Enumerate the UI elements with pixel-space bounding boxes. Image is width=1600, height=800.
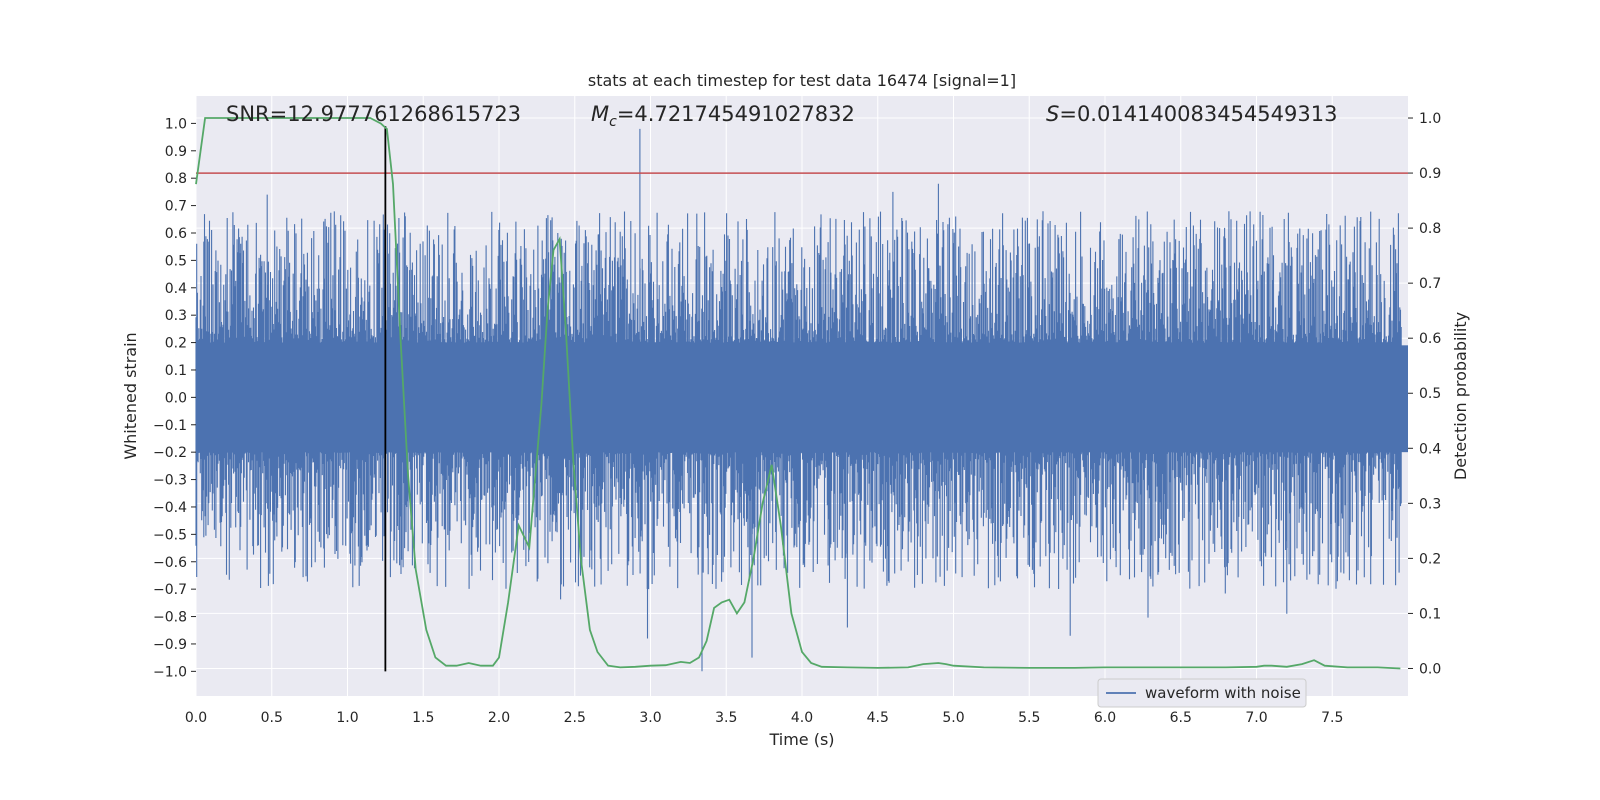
x-tick-label: 3.5: [715, 710, 737, 726]
y-right-tick-label: 1.0: [1419, 111, 1441, 127]
x-axis-label: Time (s): [768, 730, 834, 749]
x-tick-label: 1.0: [336, 710, 358, 726]
legend-box: [1097, 678, 1307, 708]
x-tick-label: 6.5: [1170, 710, 1192, 726]
legend: waveform with noise: [1097, 678, 1307, 708]
y-right-tick-label: 0.5: [1419, 386, 1441, 402]
chirp-mass-value: =4.721745491027832: [617, 102, 855, 126]
y-left-tick-label: −0.3: [153, 473, 187, 489]
detection-probability-line: [195, 117, 1401, 670]
y-left-tick-label: 0.1: [165, 363, 187, 379]
x-tick-label: 3.0: [639, 710, 661, 726]
y-left-tick-label: −0.1: [153, 418, 187, 434]
y-right-tick-label: 0.7: [1419, 276, 1441, 292]
snr-annotation: SNR=12.977761268615723: [226, 102, 521, 126]
x-tick-label: 7.5: [1321, 710, 1343, 726]
y-right-tick-label: 0.4: [1419, 441, 1441, 457]
overlay-layer: [195, 117, 1408, 672]
x-tick-label: 2.5: [564, 710, 586, 726]
x-tick-label: 1.5: [412, 710, 434, 726]
y-right-tick-label: 0.0: [1419, 661, 1441, 677]
y-axis-left-ticks: 1.0 0.9 0.8 0.7 0.6 0.5 0.4 0.3 0.2 0.1 0.0 −0.1 −0.…: [153, 116, 196, 680]
y-left-tick-label: 0.7: [165, 199, 187, 215]
y-left-tick-label: −0.8: [153, 610, 187, 626]
x-tick-label: 4.0: [791, 710, 813, 726]
y-left-tick-label: 0.3: [165, 308, 187, 324]
y-right-tick-label: 0.2: [1419, 551, 1441, 567]
x-tick-label: 2.0: [488, 710, 510, 726]
chart-title: stats at each timestep for test data 164…: [588, 71, 1016, 90]
y-left-tick-label: −1.0: [153, 664, 187, 680]
y-right-tick-label: 0.6: [1419, 331, 1441, 347]
x-tick-label: 6.0: [1094, 710, 1116, 726]
y-left-tick-label: 0.0: [165, 390, 187, 406]
y-left-tick-label: −0.5: [153, 527, 187, 543]
s-value: =0.014140083454549313: [1059, 102, 1337, 126]
y-axis-right-label: Detection probability: [1451, 312, 1470, 480]
x-tick-label: 0.0: [185, 710, 207, 726]
x-tick-label: 7.0: [1245, 710, 1267, 726]
y-right-tick-label: 0.1: [1419, 606, 1441, 622]
legend-label-waveform: waveform with noise: [1145, 684, 1301, 702]
y-axis-left-label: Whitened strain: [121, 332, 140, 459]
x-tick-label: 0.5: [261, 710, 283, 726]
y-right-tick-label: 0.3: [1419, 496, 1441, 512]
y-left-tick-label: 0.8: [165, 171, 187, 187]
x-tick-label: 5.5: [1018, 710, 1040, 726]
y-right-tick-label: 0.8: [1419, 221, 1441, 237]
x-axis-ticks: 0.0 0.5 1.0 1.5 2.0 2.5 3.0 3.5 4.0 4.5 5.0 5.5 6.0 6…: [185, 710, 1344, 726]
y-left-tick-label: −0.7: [153, 582, 187, 598]
chirp-mass-symbol: M: [591, 102, 609, 126]
waveform-line: [195, 128, 1402, 672]
y-left-tick-label: −0.4: [153, 500, 187, 516]
x-tick-label: 5.0: [942, 710, 964, 726]
x-tick-label: 4.5: [867, 710, 889, 726]
y-left-tick-label: −0.6: [153, 555, 187, 571]
y-left-tick-label: 0.9: [165, 144, 187, 160]
y-axis-right-ticks: 1.0 0.9 0.8 0.7 0.6 0.5 0.4 0.3 0.2 0.1 0.0: [1408, 111, 1441, 677]
y-right-tick-label: 0.9: [1419, 166, 1441, 182]
waveform-series: [195, 128, 1408, 672]
y-left-tick-label: −0.9: [153, 637, 187, 653]
s-symbol: S: [1046, 102, 1059, 126]
y-left-tick-label: 0.6: [165, 226, 187, 242]
y-left-tick-label: 0.5: [165, 253, 187, 269]
chirp-mass-annotation: Mc=4.721745491027832: [591, 102, 855, 130]
s-annotation: S=0.014140083454549313: [1046, 102, 1337, 126]
y-left-tick-label: 0.2: [165, 336, 187, 352]
y-left-tick-label: −0.2: [153, 445, 187, 461]
y-left-tick-label: 1.0: [165, 116, 187, 132]
y-left-tick-label: 0.4: [165, 281, 187, 297]
chirp-mass-subscript: c: [609, 114, 617, 130]
